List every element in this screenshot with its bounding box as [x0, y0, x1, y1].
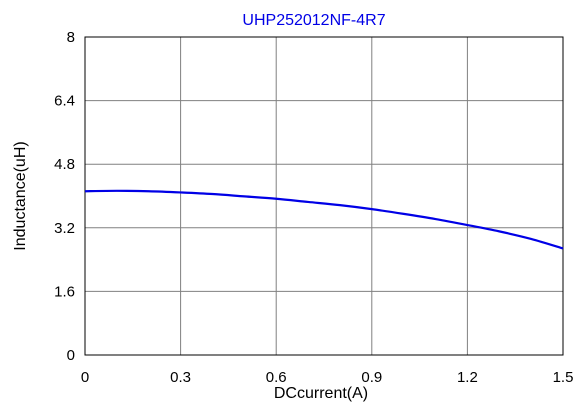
x-tick-label: 0.3 [170, 369, 191, 386]
chart-title: UHP252012NF-4R7 [242, 12, 385, 29]
plot-frame [84, 36, 564, 356]
data-point [466, 224, 468, 226]
x-tick-label: 1.2 [457, 369, 478, 386]
data-point [275, 198, 277, 200]
data-point [84, 190, 86, 192]
data-point [371, 208, 373, 210]
x-tick-label: 0.6 [266, 369, 287, 386]
y-tick-label: 6.4 [54, 93, 75, 110]
x-tick-label: 0 [81, 369, 89, 386]
gridlines [85, 37, 563, 355]
series-line-0 [84, 189, 564, 250]
data-point [498, 230, 500, 232]
data-point [434, 218, 436, 220]
data-point [243, 195, 245, 197]
x-tick-label: 0.9 [361, 369, 382, 386]
data-point [148, 190, 150, 192]
y-tick-label: 4.8 [54, 156, 75, 173]
data-point [339, 204, 341, 206]
data-point [211, 193, 213, 195]
y-tick-label: 3.2 [54, 220, 75, 237]
y-tick-label: 0 [67, 347, 75, 364]
data-point [180, 191, 182, 193]
data-point [562, 247, 564, 249]
data-point [307, 201, 309, 203]
data-point [116, 190, 118, 192]
y-tick-label: 1.6 [54, 283, 75, 300]
x-axis-title: DCcurrent(A) [274, 385, 368, 402]
data-point [530, 238, 532, 240]
x-tick-label: 1.5 [553, 369, 574, 386]
data-point [403, 213, 405, 215]
series-layer [84, 189, 564, 250]
y-axis-title: Inductance(uH) [12, 141, 29, 250]
y-tick-label: 8 [67, 29, 75, 46]
x-tick-labels: 0 0.3 0.6 0.9 1.2 1.5 [81, 369, 574, 386]
y-tick-labels: 0 1.6 3.2 4.8 6.4 8 [54, 29, 75, 364]
